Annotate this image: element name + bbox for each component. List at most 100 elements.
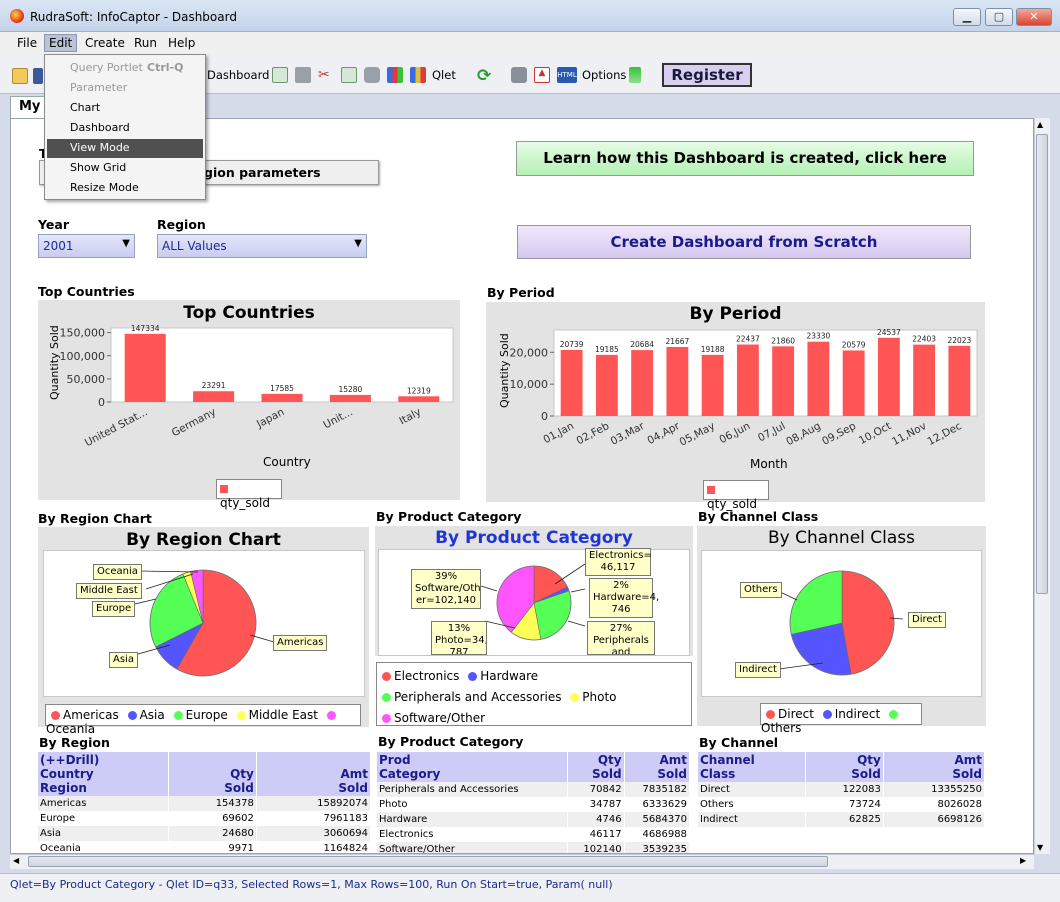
data-label: 15280: [338, 385, 362, 394]
table-row[interactable]: Peripherals and Accessories 70842 7835182: [377, 782, 690, 797]
table-row[interactable]: Electronics 46117 4686988: [377, 827, 690, 842]
annotation-line: 746: [611, 604, 631, 615]
title-bar: [0, 0, 1060, 32]
paste-icon[interactable]: [341, 67, 357, 83]
open-folder-icon[interactable]: [12, 68, 28, 84]
region-label-europe: Europe: [92, 601, 136, 617]
refresh-icon[interactable]: ⟳: [477, 66, 492, 86]
bar-chart-icon[interactable]: [387, 67, 403, 83]
learn-dashboard-button[interactable]: Learn how this Dashboard is created, cli…: [516, 141, 974, 176]
region-label: Region: [157, 217, 206, 232]
menu-item-chart[interactable]: Chart: [70, 101, 101, 114]
menu-item-resize-mode[interactable]: Resize Mode: [70, 181, 139, 194]
legend-dot: [889, 710, 899, 719]
table-cell: Software/Other: [377, 842, 568, 853]
leader-line: [889, 617, 904, 620]
save-icon[interactable]: [33, 68, 43, 84]
column-header[interactable]: Amt Sold: [624, 752, 690, 782]
section-by-product-category-table: By Product Category: [378, 734, 524, 749]
product-annotation-peripherals: 27% Peripherals and: [587, 621, 655, 655]
table-row[interactable]: Others 73724 8026028: [698, 797, 985, 812]
column-header[interactable]: Qty Sold: [805, 752, 884, 782]
column-header[interactable]: Prod Category: [377, 752, 568, 782]
copy-icon[interactable]: [295, 67, 311, 83]
toolbar-qlet[interactable]: Qlet: [432, 68, 456, 82]
channel-label-others: Others: [740, 582, 782, 598]
new-portlet-icon[interactable]: [272, 67, 288, 83]
scroll-right-icon[interactable]: ▶: [1020, 856, 1027, 865]
maximize-button[interactable]: ▢: [985, 8, 1013, 26]
menu-item-show-grid[interactable]: Show Grid: [70, 161, 127, 174]
scroll-up-icon[interactable]: ▲: [1037, 120, 1044, 129]
column-header[interactable]: Qty Sold: [168, 752, 257, 796]
menu-item-view-mode[interactable]: View Mode: [47, 139, 203, 158]
chart-legend: qty_sold: [703, 480, 769, 511]
table-row[interactable]: Software/Other 102140 3539235: [377, 842, 690, 853]
table-row[interactable]: Direct 122083 13355250: [698, 782, 985, 797]
column-header[interactable]: Channel Class: [698, 752, 806, 782]
register-button[interactable]: Register: [662, 63, 752, 87]
region-label-americas: Americas: [273, 635, 328, 651]
legend-label: Europe: [185, 708, 228, 722]
horizontal-scroll-thumb[interactable]: [28, 856, 828, 867]
bar: [261, 393, 303, 402]
close-button[interactable]: ✕: [1016, 8, 1052, 26]
tree-icon[interactable]: [629, 67, 641, 83]
menu-edit[interactable]: Edit: [44, 34, 78, 52]
table-cell: Asia: [38, 826, 169, 841]
channel-label-direct: Direct: [908, 612, 946, 628]
table-row[interactable]: Indirect 62825 6698126: [698, 812, 985, 827]
data-label: 12319: [407, 386, 431, 395]
table-row[interactable]: Asia 24680 3060694: [38, 826, 371, 841]
column-header[interactable]: Amt Sold: [256, 752, 371, 796]
menu-run[interactable]: Run: [134, 36, 158, 50]
legend-label: Indirect: [834, 707, 881, 721]
x-tick-label: 12,Dec: [925, 420, 964, 448]
x-tick-label: 06,Jun: [717, 420, 752, 446]
column-header[interactable]: (++Drill) Country Region: [38, 752, 169, 796]
leader-line: [480, 585, 498, 592]
annotation-line: 13%: [447, 623, 471, 634]
by-product-pie: [480, 563, 586, 641]
plot-area: [110, 327, 454, 403]
data-label: 19185: [595, 345, 619, 354]
column-header[interactable]: Amt Sold: [883, 752, 985, 782]
html-icon[interactable]: HTML: [557, 67, 577, 83]
year-dropdown[interactable]: 2001 ▼: [38, 234, 135, 258]
region-value: ALL Values: [162, 239, 227, 253]
table-row[interactable]: Photo 34787 6333629: [377, 797, 690, 812]
column-header[interactable]: Qty Sold: [567, 752, 625, 782]
toolbar-options[interactable]: Options: [582, 68, 627, 82]
qlet-icon[interactable]: [410, 67, 426, 83]
menu-create[interactable]: Create: [85, 36, 125, 50]
status-text: Qlet=By Product Category - Qlet ID=q33, …: [10, 878, 613, 891]
table-row[interactable]: Hardware 4746 5684370: [377, 812, 690, 827]
toolbar-dashboard[interactable]: Dashboard: [207, 68, 270, 82]
table-row[interactable]: Americas 154378 15892074: [38, 796, 371, 811]
minimize-button[interactable]: ▁: [953, 8, 981, 26]
y-tick-label: 0: [541, 410, 548, 423]
menu-item-query-portlet[interactable]: Query Portlet Ctrl-Q: [47, 59, 203, 78]
comment-icon[interactable]: [364, 67, 380, 83]
legend-label: Oceania: [46, 722, 96, 736]
region-dropdown[interactable]: ALL Values ▼: [157, 234, 367, 258]
menu-item-parameter[interactable]: Parameter: [70, 81, 128, 94]
legend-dot: [766, 710, 775, 719]
pdf-icon[interactable]: ▲: [534, 67, 550, 83]
leader-line: [778, 662, 824, 670]
scroll-down-icon[interactable]: ▼: [1037, 843, 1044, 852]
menu-item-dashboard[interactable]: Dashboard: [70, 121, 130, 134]
menu-file[interactable]: File: [17, 36, 38, 50]
print-icon[interactable]: [511, 67, 527, 83]
menu-help[interactable]: Help: [168, 36, 196, 50]
bar: [666, 346, 689, 416]
table-row[interactable]: Europe 69602 7961183: [38, 811, 371, 826]
table-row[interactable]: Oceania 9971 1164824: [38, 841, 371, 853]
cut-icon[interactable]: ✂: [318, 67, 330, 83]
vertical-scroll-thumb[interactable]: [1036, 134, 1048, 594]
scroll-left-icon[interactable]: ◀: [13, 856, 20, 865]
annotation-line: Photo=34,: [435, 635, 487, 646]
create-dashboard-button[interactable]: Create Dashboard from Scratch: [517, 225, 971, 259]
table-cell: 62825: [805, 812, 884, 827]
leader-line: [249, 634, 275, 643]
